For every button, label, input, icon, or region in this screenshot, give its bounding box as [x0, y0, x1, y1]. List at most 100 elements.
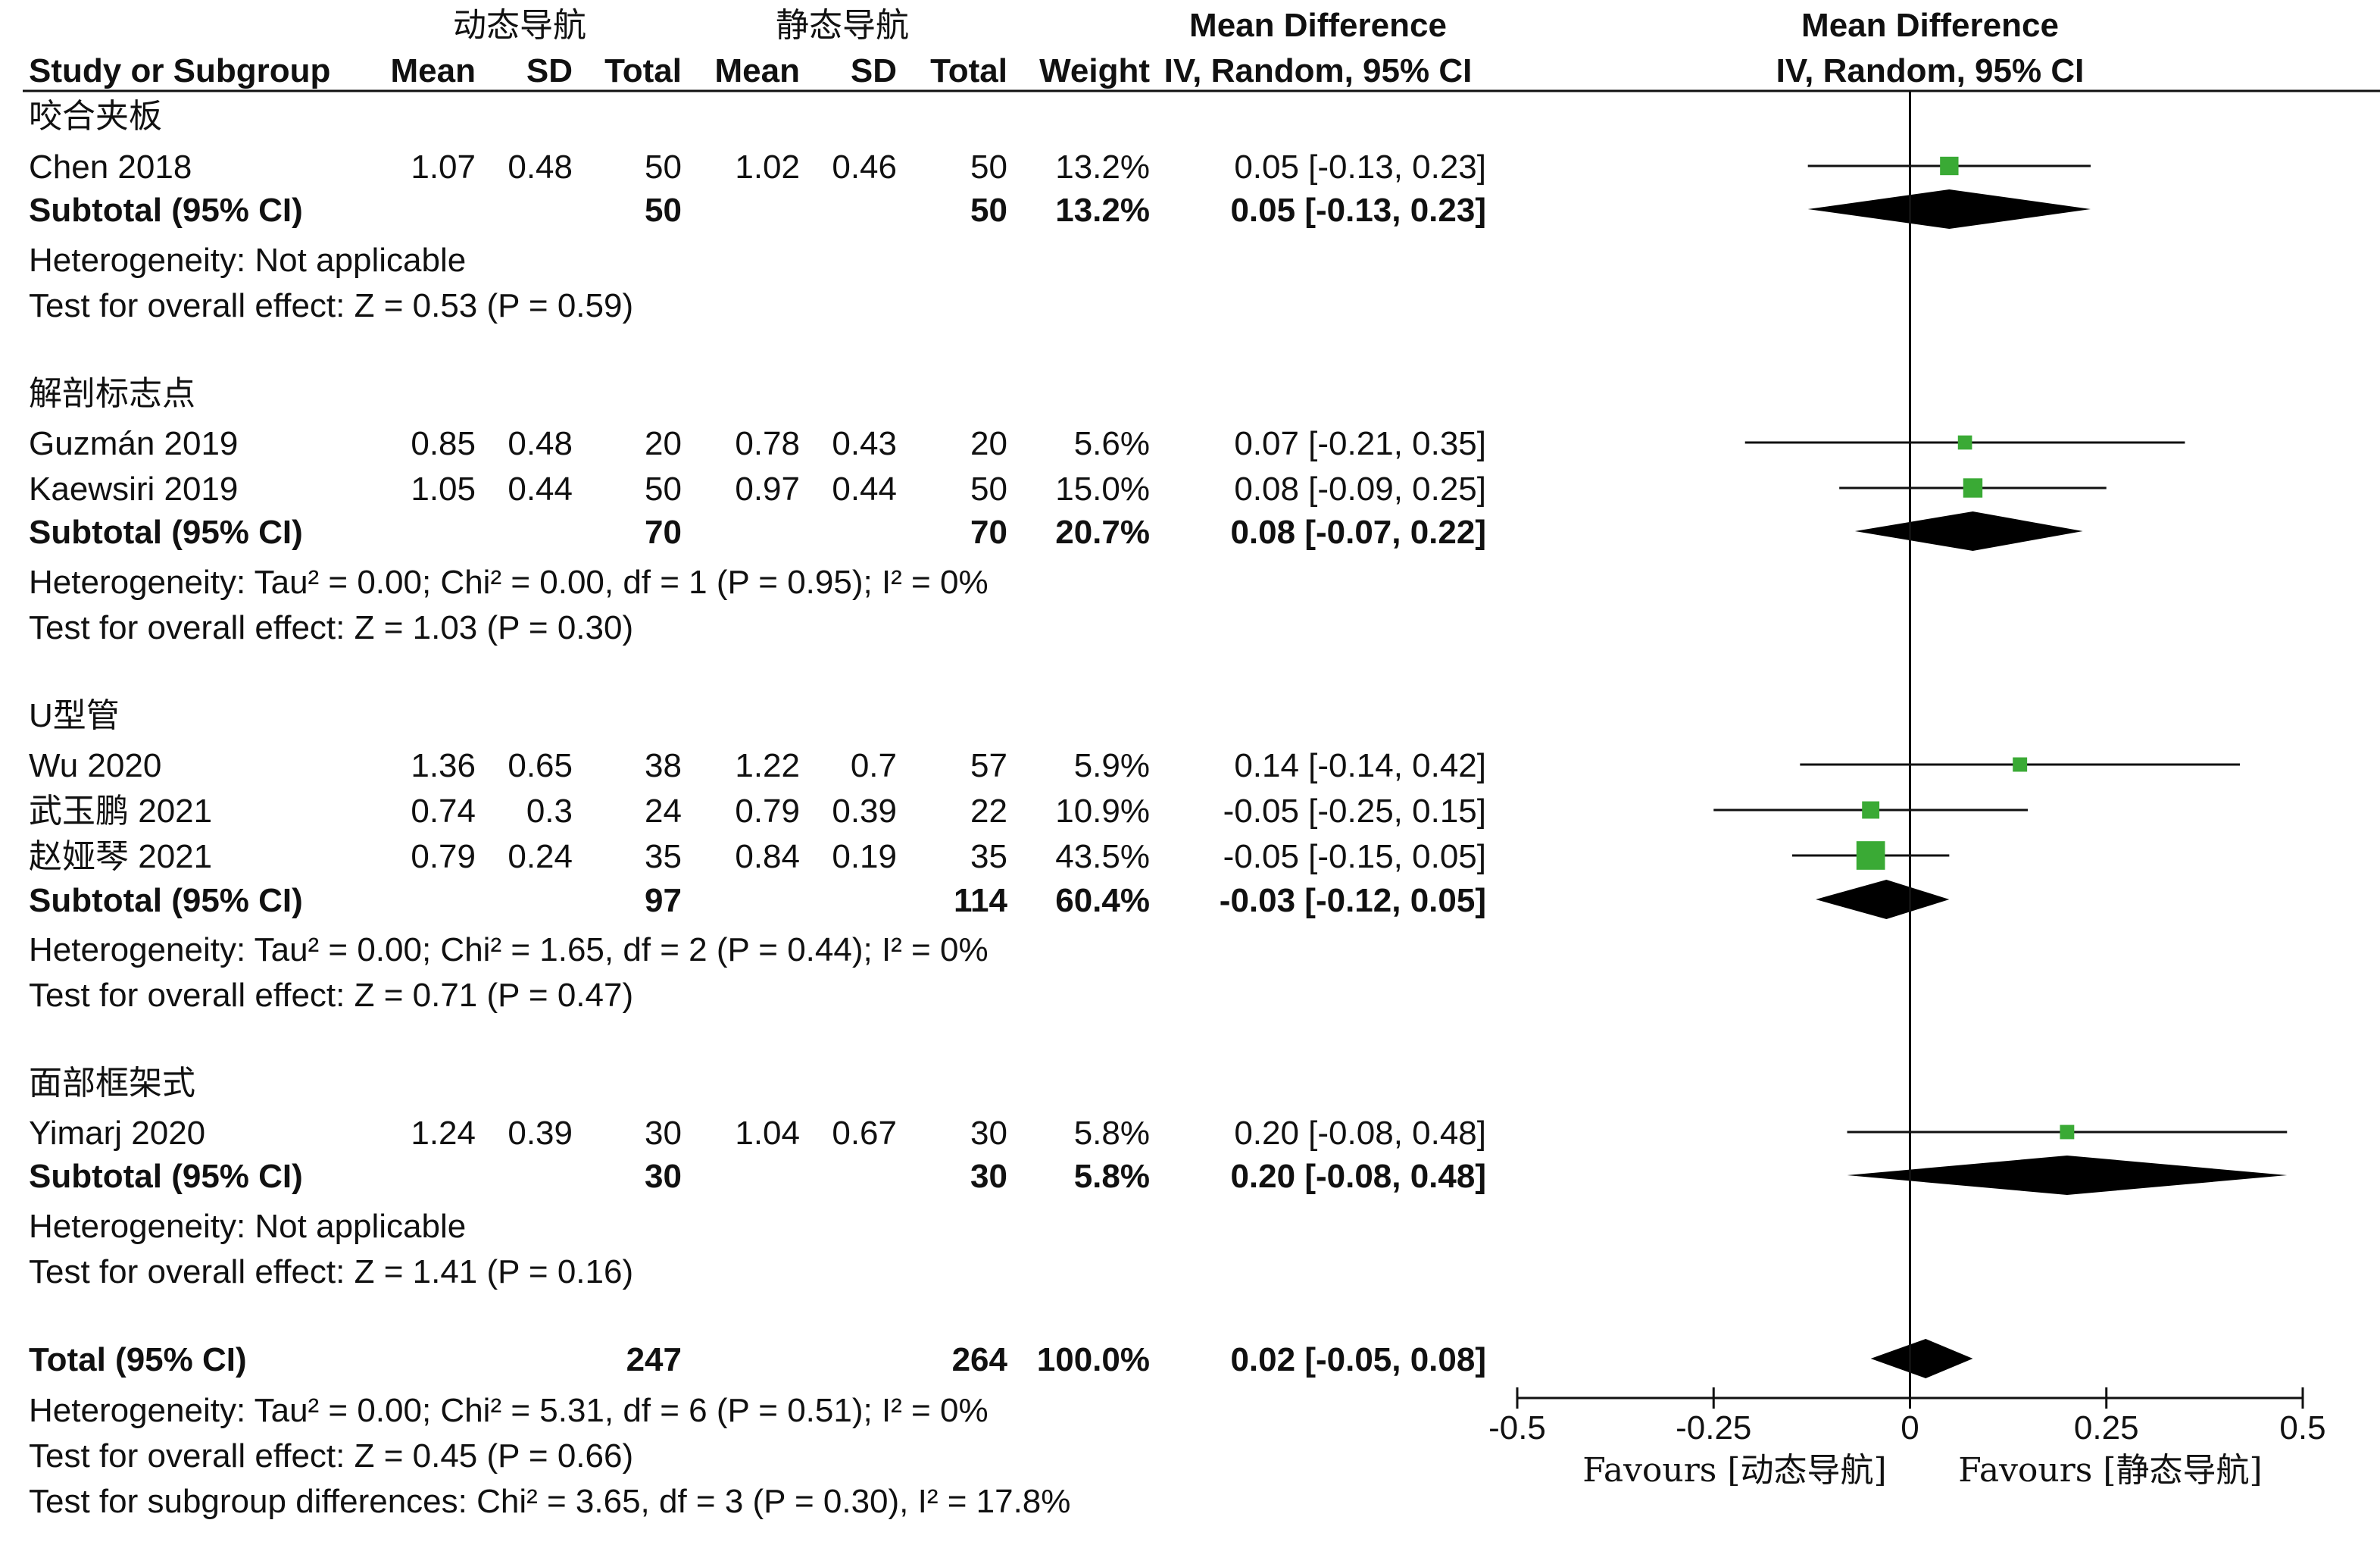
cell-ci: -0.05 [-0.15, 0.05] — [1223, 838, 1486, 875]
total-label: Total (95% CI) — [29, 1341, 247, 1378]
x-tick-label: -0.25 — [1676, 1409, 1751, 1446]
plot-area: -0.5 -0.25 0 0.25 0.5 Favours [动态导航] Favours [… — [1488, 91, 2326, 1490]
cell-m2: 0.79 — [735, 793, 800, 830]
cell-sd2: 0.67 — [832, 1115, 897, 1152]
subgroup-heading: 解剖标志点 — [29, 375, 195, 412]
point-estimate — [1940, 156, 1959, 176]
subtotal-label: Subtotal (95% CI) — [29, 882, 303, 919]
cell-m2: 0.78 — [735, 425, 800, 462]
cell-m1: 1.07 — [411, 149, 476, 186]
cell-n1: 30 — [645, 1115, 682, 1152]
x-tick-label: -0.5 — [1488, 1409, 1546, 1446]
cell-n1: 38 — [645, 747, 682, 784]
total-diamond — [1870, 1339, 1973, 1378]
point-estimate — [2013, 757, 2028, 772]
cell-sd1: 0.48 — [508, 149, 573, 186]
stats-text: Heterogeneity: Tau² = 0.00; Chi² = 1.65,… — [29, 931, 989, 968]
cell-n2: 22 — [970, 793, 1007, 830]
cell-n2: 50 — [970, 192, 1007, 229]
col-study: Study or Subgroup — [29, 52, 330, 89]
cell-n1: 247 — [626, 1341, 682, 1378]
cell-n1: 70 — [645, 514, 682, 551]
col-sd1: SD — [526, 52, 573, 89]
plot-column-title: Mean Difference — [1801, 7, 2059, 44]
cell-n2: 50 — [970, 149, 1007, 186]
cell-weight: 20.7% — [1055, 514, 1150, 551]
cell-m2: 1.22 — [735, 747, 800, 784]
stats-text: Test for subgroup differences: Chi² = 3.… — [29, 1483, 1070, 1520]
cell-m1: 1.05 — [411, 471, 476, 508]
subgroup-heading: 面部框架式 — [29, 1065, 195, 1102]
cell-n2: 70 — [970, 514, 1007, 551]
subtotal-label: Subtotal (95% CI) — [29, 192, 303, 229]
subtotal-label: Subtotal (95% CI) — [29, 514, 303, 551]
cell-m1: 0.79 — [411, 838, 476, 875]
subtotal-diamond — [1847, 1156, 2288, 1195]
subgroup-heading: 咬合夹板 — [29, 98, 162, 135]
study-name: Wu 2020 — [29, 747, 161, 784]
study-name: Chen 2018 — [29, 149, 192, 186]
col-weight: Weight — [1039, 52, 1150, 89]
cell-ci: 0.08 [-0.09, 0.25] — [1234, 471, 1486, 508]
col-mean2: Mean — [715, 52, 800, 89]
stats-text: Test for overall effect: Z = 0.45 (P = 0… — [29, 1437, 633, 1475]
cell-ci: -0.03 [-0.12, 0.05] — [1220, 882, 1486, 919]
cell-ci: 0.02 [-0.05, 0.08] — [1230, 1341, 1486, 1378]
cell-n2: 264 — [952, 1341, 1008, 1378]
favours-left-label: Favours [动态导航] — [1582, 1451, 1886, 1490]
cell-weight: 13.2% — [1055, 149, 1150, 186]
group1-header: 动态导航 — [453, 7, 586, 44]
cell-sd2: 0.39 — [832, 793, 897, 830]
point-estimate — [1963, 478, 1983, 498]
cell-n2: 30 — [970, 1115, 1007, 1152]
stats-text: Test for overall effect: Z = 1.03 (P = 0… — [29, 609, 633, 646]
cell-ci: 0.20 [-0.08, 0.48] — [1230, 1158, 1486, 1195]
cell-n2: 57 — [970, 747, 1007, 784]
plot-column-subtitle: IV, Random, 95% CI — [1776, 52, 2085, 89]
cell-n1: 30 — [645, 1158, 682, 1195]
cell-m2: 1.04 — [735, 1115, 800, 1152]
point-estimate — [1957, 435, 1972, 450]
stats-text: Heterogeneity: Tau² = 0.00; Chi² = 5.31,… — [29, 1392, 989, 1429]
x-tick-label: 0.5 — [2279, 1409, 2325, 1446]
cell-weight: 5.9% — [1074, 747, 1150, 784]
subgroup-heading: U型管 — [29, 697, 120, 734]
cell-weight: 60.4% — [1055, 882, 1150, 919]
cell-m2: 0.97 — [735, 471, 800, 508]
stats-text: Test for overall effect: Z = 1.41 (P = 0… — [29, 1253, 633, 1290]
study-name: 武玉鹏 2021 — [29, 793, 212, 830]
cell-n2: 20 — [970, 425, 1007, 462]
cell-ci: 0.07 [-0.21, 0.35] — [1234, 425, 1486, 462]
cell-weight: 5.8% — [1074, 1115, 1150, 1152]
cell-n2: 50 — [970, 471, 1007, 508]
stats-text: Heterogeneity: Not applicable — [29, 1208, 466, 1245]
x-tick-label: 0 — [1901, 1409, 1919, 1446]
cell-m1: 1.24 — [411, 1115, 476, 1152]
cell-ci: -0.05 [-0.25, 0.15] — [1223, 793, 1486, 830]
cell-sd1: 0.48 — [508, 425, 573, 462]
cell-sd2: 0.19 — [832, 838, 897, 875]
cell-n1: 50 — [645, 192, 682, 229]
table-rows: 咬合夹板 Chen 2018 1.07 0.48 50 1.02 0.46 50 13.2% 0.… — [29, 98, 1486, 1520]
cell-m2: 1.02 — [735, 149, 800, 186]
cell-weight: 43.5% — [1055, 838, 1150, 875]
cell-m1: 0.74 — [411, 793, 476, 830]
col-sd2: SD — [851, 52, 897, 89]
col-total2: Total — [930, 52, 1007, 89]
cell-ci: 0.08 [-0.07, 0.22] — [1230, 514, 1486, 551]
study-name: Kaewsiri 2019 — [29, 471, 238, 508]
cell-n2: 35 — [970, 838, 1007, 875]
subtotal-diamond — [1854, 511, 2083, 551]
subtotal-diamond — [1807, 189, 2091, 229]
study-name: Yimarj 2020 — [29, 1115, 205, 1152]
cell-sd1: 0.65 — [508, 747, 573, 784]
group2-header: 静态导航 — [776, 7, 909, 44]
cell-n1: 97 — [645, 882, 682, 919]
cell-n1: 50 — [645, 149, 682, 186]
cell-sd2: 0.46 — [832, 149, 897, 186]
stats-text: Heterogeneity: Not applicable — [29, 242, 466, 279]
subtotal-label: Subtotal (95% CI) — [29, 1158, 303, 1195]
cell-n2: 30 — [970, 1158, 1007, 1195]
cell-ci: 0.05 [-0.13, 0.23] — [1230, 192, 1486, 229]
